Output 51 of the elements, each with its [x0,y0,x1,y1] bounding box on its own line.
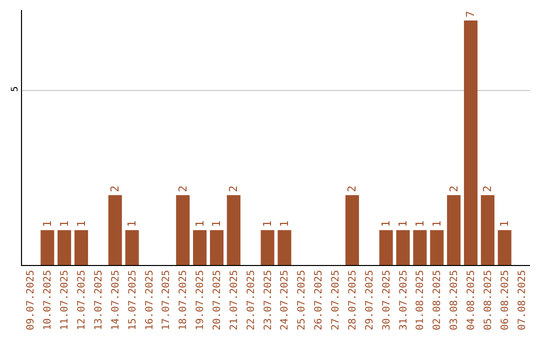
x-tick-label: 01.08.2025 [415,270,426,330]
x-tick-label: 12.07.2025 [76,270,88,330]
x-tick-label: 04.08.2025 [466,270,477,330]
x-tick-label: 17.07.2025 [161,270,172,330]
data-label: 7 [464,10,478,18]
data-label: 1 [498,220,512,228]
x-tick-label: 05.08.2025 [482,270,494,330]
x-tick-label: 10.07.2025 [42,270,54,330]
x-tick-label: 02.08.2025 [432,270,444,330]
x-tick-label: 06.08.2025 [500,270,511,330]
x-tick-label: 26.07.2025 [314,270,325,330]
x-tick-label: 11.07.2025 [60,270,71,330]
x-tick-label: 21.07.2025 [228,270,240,330]
data-label: 1 [193,220,206,228]
x-tick-label: 09.07.2025 [26,270,37,330]
x-tick-label: 30.07.2025 [381,270,392,330]
data-label: 2 [481,186,494,192]
x-tick-label: 22.07.2025 [246,270,257,330]
x-tick-label: 19.07.2025 [195,270,206,330]
data-label: 1 [40,220,54,228]
data-label: 1 [126,220,139,228]
data-label: 2 [176,186,190,192]
y-tick-label: 5 [10,86,20,92]
data-label: 1 [396,220,410,228]
x-tick-label: 07.08.2025 [516,270,528,330]
data-label: 1 [413,220,426,228]
data-label: 1 [261,220,274,228]
x-tick-label: 16.07.2025 [144,270,156,330]
data-label: 1 [74,220,88,228]
data-label: 2 [346,186,359,192]
x-tick-label: 28.07.2025 [347,270,358,330]
x-tick-label: 18.07.2025 [178,270,190,330]
x-tick-label: 13.07.2025 [93,270,104,330]
x-tick-label: 24.07.2025 [280,270,291,330]
x-tick-label: 15.07.2025 [127,270,138,330]
data-label: 1 [210,220,224,228]
x-tick-label: 20.07.2025 [212,270,223,330]
x-tick-label: 31.07.2025 [398,270,410,330]
x-tick-label: 03.08.2025 [449,270,460,330]
data-label: 1 [58,220,71,228]
data-label: 2 [447,186,460,192]
data-label: 1 [278,220,291,228]
data-label: 1 [430,220,444,228]
data-label: 2 [227,186,240,192]
x-tick-label: 25.07.2025 [296,270,308,330]
x-tick-label: 14.07.2025 [110,270,122,330]
x-tick-label: 27.07.2025 [330,270,342,330]
data-label: 2 [108,186,122,192]
x-tick-label: 23.07.2025 [262,270,274,330]
x-tick-label: 29.07.2025 [364,270,376,330]
data-label: 1 [380,220,393,228]
